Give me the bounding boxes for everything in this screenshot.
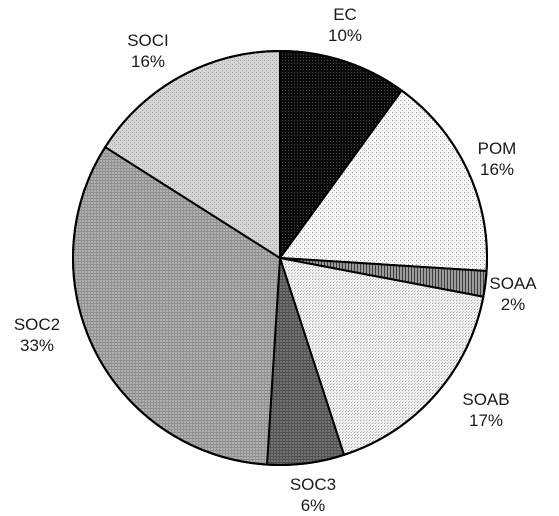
slice-percent-soaa: 2% (501, 295, 526, 314)
slice-label-soci: SOCI (127, 31, 169, 50)
slice-label-soab: SOAB (462, 390, 509, 409)
slice-label-pom: POM (478, 139, 517, 158)
slice-label-soc3: SOC3 (290, 475, 336, 494)
slice-percent-ec: 10% (328, 26, 362, 45)
pie-outline (72, 50, 488, 466)
slice-label-ec: EC (333, 5, 357, 24)
pie-labels: EC 10% POM 16% SOAA 2% SOAB 17% SOC3 6% SOC2 33% SOC… (14, 5, 537, 515)
slice-percent-soab: 17% (469, 411, 503, 430)
pie-slices (72, 50, 488, 466)
slice-percent-pom: 16% (480, 160, 514, 179)
slice-percent-soc2: 33% (20, 336, 54, 355)
slice-percent-soci: 16% (131, 52, 165, 71)
slice-label-soc2: SOC2 (14, 315, 60, 334)
slice-label-soaa: SOAA (489, 274, 537, 293)
slice-percent-soc3: 6% (301, 496, 326, 515)
